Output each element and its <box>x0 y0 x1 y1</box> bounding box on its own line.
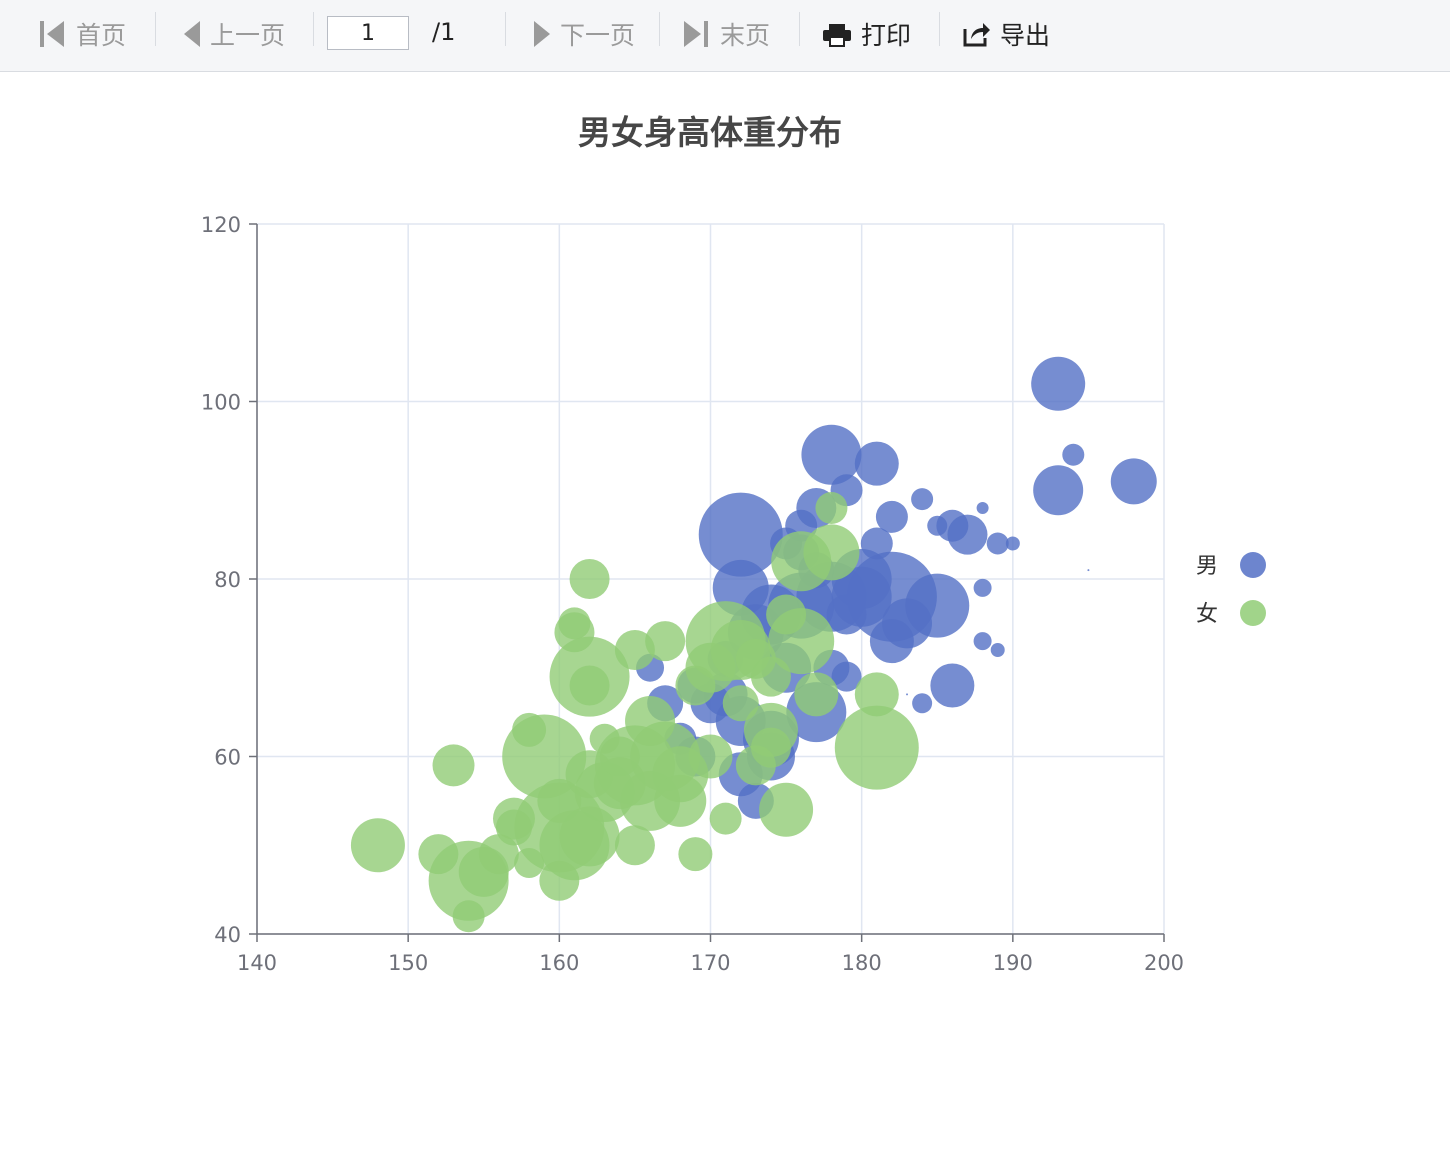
data-point-male <box>912 693 933 714</box>
data-point-male <box>801 424 862 485</box>
prev-page-button[interactable]: 上一页 <box>182 0 285 68</box>
page-number-input[interactable] <box>327 16 409 50</box>
print-button[interactable]: 打印 <box>821 0 911 68</box>
data-point-female <box>688 734 733 779</box>
first-page-button[interactable]: 首页 <box>38 0 126 68</box>
toolbar-divider <box>659 12 660 46</box>
export-icon <box>963 23 990 47</box>
data-point-female <box>350 818 405 873</box>
print-label: 打印 <box>861 21 912 50</box>
data-point-male <box>911 488 934 511</box>
data-point-female <box>815 492 848 524</box>
data-point-female <box>803 524 860 581</box>
data-point-female <box>569 559 610 599</box>
x-tick-label: 170 <box>690 951 730 975</box>
data-point-female <box>794 672 839 717</box>
data-point-female <box>743 702 798 757</box>
data-point-female <box>759 782 814 837</box>
data-point-male <box>930 663 975 708</box>
data-point-female <box>502 714 587 799</box>
next-page-button[interactable]: 下一页 <box>532 0 635 68</box>
data-point-female <box>854 672 899 717</box>
last-page-icon <box>684 21 708 47</box>
y-tick-label: 120 <box>201 213 241 237</box>
data-point-male <box>976 502 989 514</box>
prev-page-icon <box>184 21 200 47</box>
printer-icon <box>823 24 851 47</box>
data-point-female <box>709 802 742 835</box>
prev-page-label: 上一页 <box>210 21 286 50</box>
data-point-male <box>875 500 908 533</box>
y-tick-label: 100 <box>201 391 241 415</box>
first-page-icon <box>40 21 64 47</box>
data-point-female <box>569 665 610 706</box>
scatter-chart: 男女身高体重分布 140 150 160 170 180 190 200 40 60 80 100 1… <box>201 113 1266 975</box>
data-point-male <box>1033 465 1084 516</box>
data-point-female <box>432 744 475 787</box>
data-point-male <box>973 578 992 597</box>
data-point-male <box>826 594 867 635</box>
data-point-female <box>645 621 686 662</box>
data-point-female <box>678 837 713 872</box>
data-point-female <box>495 809 532 846</box>
legend-label: 男 <box>1196 554 1218 579</box>
x-tick-label: 140 <box>237 951 277 975</box>
data-point-female <box>614 825 655 866</box>
data-point-male <box>986 532 1009 555</box>
x-tick-label: 190 <box>993 951 1033 975</box>
data-point-female <box>735 745 776 786</box>
data-point-male <box>698 492 783 577</box>
last-page-label: 末页 <box>720 21 771 50</box>
data-point-male <box>1087 569 1090 572</box>
data-point-male <box>1005 536 1020 551</box>
first-page-label: 首页 <box>76 21 127 50</box>
toolbar-divider <box>799 12 800 46</box>
toolbar-divider <box>313 12 314 46</box>
data-point-female <box>768 608 835 675</box>
legend-marker <box>1240 600 1266 626</box>
next-page-label: 下一页 <box>560 21 636 50</box>
toolbar-divider <box>939 12 940 46</box>
legend-marker <box>1240 552 1266 578</box>
data-point-female <box>614 630 655 670</box>
y-tick-label: 40 <box>214 923 241 947</box>
data-point-female <box>452 900 485 933</box>
last-page-button[interactable]: 末页 <box>682 0 770 68</box>
data-point-female <box>834 705 919 790</box>
data-point-male <box>990 643 1005 657</box>
y-tick-label: 60 <box>214 746 241 770</box>
chart-title: 男女身高体重分布 <box>578 113 842 152</box>
report-toolbar: 首页 上一页 /1 下一页 末页 打印 导出 <box>0 0 1450 72</box>
data-point-female <box>722 685 759 722</box>
toolbar-divider <box>505 12 506 46</box>
data-point-female <box>537 778 582 823</box>
x-tick-label: 150 <box>388 951 428 975</box>
data-point-male <box>947 514 988 555</box>
data-point-male <box>1031 356 1086 411</box>
y-tick-label: 80 <box>214 568 241 592</box>
x-tick-label: 160 <box>539 951 579 975</box>
export-label: 导出 <box>1000 21 1051 50</box>
data-point-female <box>558 607 591 640</box>
legend-label: 女 <box>1196 602 1218 627</box>
data-point-male <box>906 693 909 696</box>
data-point-male <box>1110 458 1157 505</box>
data-point-female <box>625 696 676 746</box>
x-tick-label: 200 <box>1144 951 1184 975</box>
x-tick-label: 180 <box>842 951 882 975</box>
data-point-male <box>927 515 948 536</box>
toolbar-divider <box>155 12 156 46</box>
data-point-male <box>973 632 992 651</box>
data-point-male <box>1062 443 1085 466</box>
page-total: /1 <box>432 18 456 46</box>
data-point-male <box>869 619 914 664</box>
data-point-female <box>599 736 640 777</box>
data-point-male <box>854 441 899 486</box>
data-point-female <box>654 774 707 827</box>
export-button[interactable]: 导出 <box>962 0 1050 68</box>
next-page-icon <box>534 21 550 47</box>
